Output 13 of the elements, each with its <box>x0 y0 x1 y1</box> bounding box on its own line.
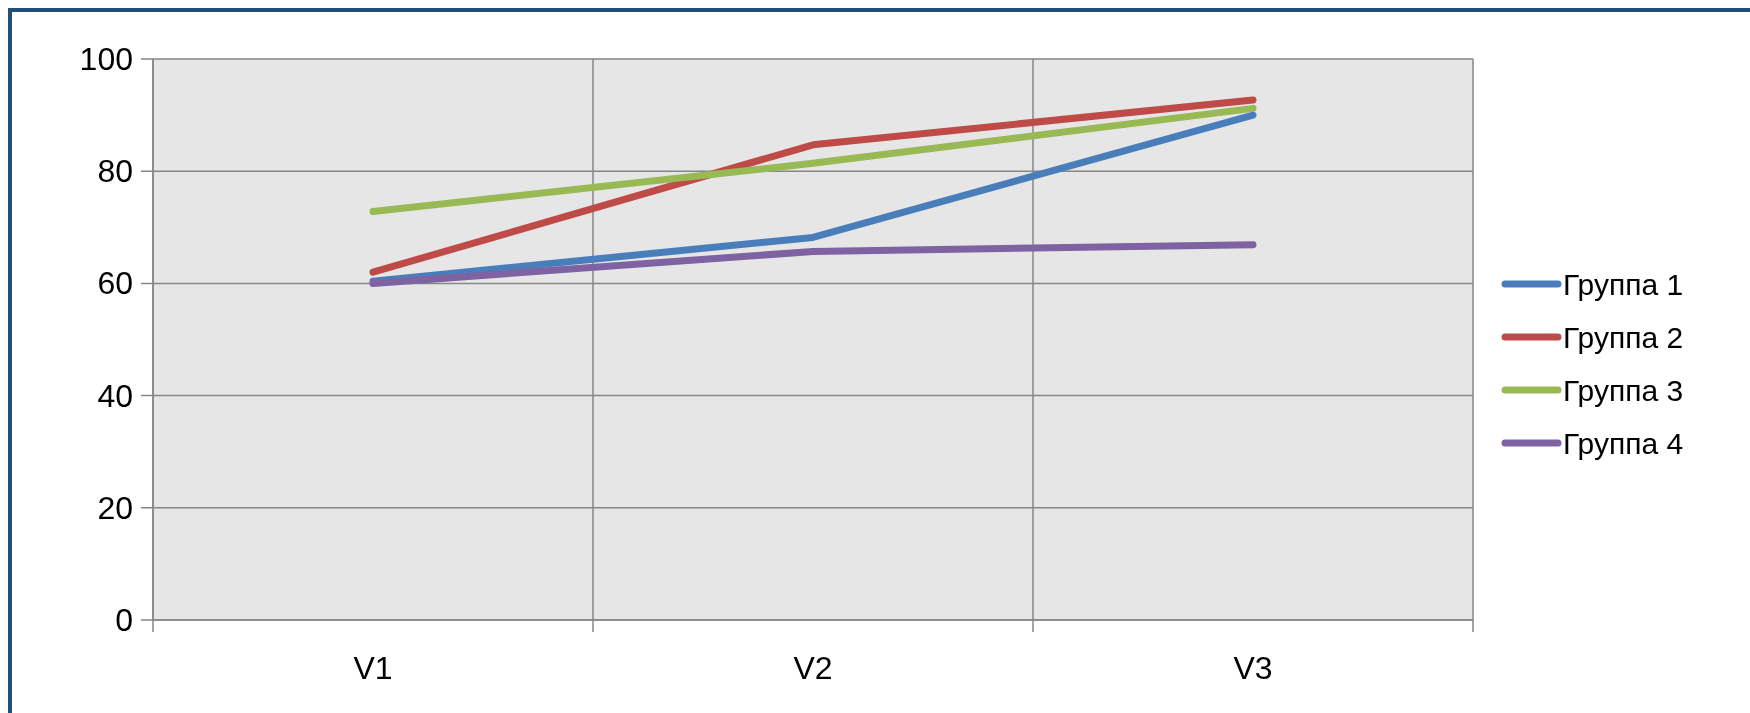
legend-label: Группа 4 <box>1563 426 1684 460</box>
y-tick-label: 0 <box>115 602 133 638</box>
x-tick-label: V1 <box>353 650 393 686</box>
legend-label: Группа 2 <box>1563 320 1684 354</box>
x-tick-label: V3 <box>1233 650 1273 686</box>
legend-label: Группа 1 <box>1563 267 1684 301</box>
y-tick-label: 100 <box>79 41 133 77</box>
y-tick-label: 40 <box>97 377 133 414</box>
x-tick-label: V2 <box>793 650 833 686</box>
y-tick-label: 60 <box>97 265 133 302</box>
legend-label: Группа 3 <box>1563 373 1684 407</box>
y-tick-label: 20 <box>97 489 133 526</box>
y-tick-label: 80 <box>97 153 133 190</box>
